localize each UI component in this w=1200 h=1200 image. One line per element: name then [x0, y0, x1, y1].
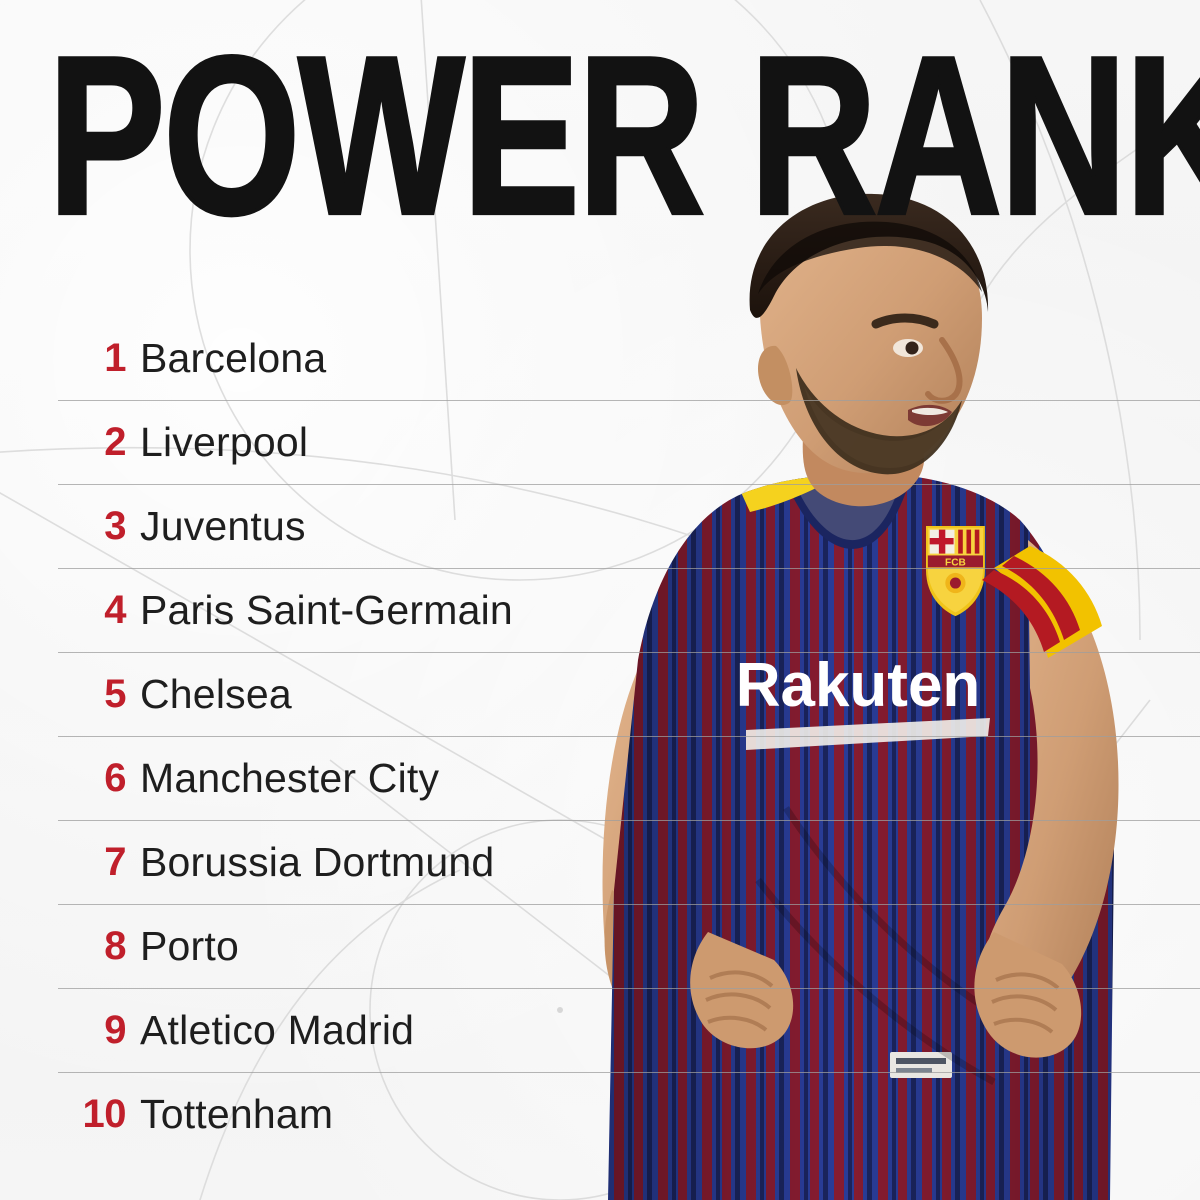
- rank-row[interactable]: 4 Paris Saint-Germain: [0, 568, 1200, 652]
- rank-row[interactable]: 5 Chelsea: [0, 652, 1200, 736]
- team-name: Porto: [140, 922, 239, 969]
- club-crest: FCB: [926, 526, 985, 617]
- row-divider: [58, 904, 1200, 905]
- rank-row[interactable]: 8 Porto: [0, 904, 1200, 988]
- rank-row[interactable]: 6 Manchester City: [0, 736, 1200, 820]
- row-divider: [58, 400, 1200, 401]
- team-name: Manchester City: [140, 754, 440, 801]
- rank-row[interactable]: 9 Atletico Madrid: [0, 988, 1200, 1072]
- team-name: Atletico Madrid: [140, 1006, 415, 1053]
- rank-row[interactable]: 3 Juventus: [0, 484, 1200, 568]
- team-name: Borussia Dortmund: [140, 838, 495, 885]
- row-divider: [58, 1072, 1200, 1073]
- row-divider: [58, 988, 1200, 989]
- rank-number: 4: [104, 588, 126, 632]
- row-divider: [58, 652, 1200, 653]
- rank-number: 2: [104, 420, 126, 464]
- rank-number: 3: [104, 504, 126, 548]
- team-name: Juventus: [140, 502, 306, 549]
- page-title: POWER RANKINGS: [47, 10, 1200, 262]
- rank-number: 7: [104, 840, 126, 884]
- eyebrow: [871, 313, 939, 329]
- rank-number: 10: [82, 1092, 127, 1136]
- team-name: Paris Saint-Germain: [140, 586, 513, 633]
- crest-text: FCB: [945, 558, 966, 569]
- rank-number: 6: [104, 756, 126, 800]
- row-divider: [58, 820, 1200, 821]
- rank-number: 5: [104, 672, 126, 716]
- team-name: Barcelona: [140, 334, 327, 381]
- row-divider: [58, 736, 1200, 737]
- team-name: Liverpool: [140, 418, 309, 465]
- row-divider: [58, 568, 1200, 569]
- rank-number: 8: [104, 924, 126, 968]
- rank-number: 9: [104, 1008, 126, 1052]
- team-name: Tottenham: [140, 1090, 334, 1137]
- rank-row[interactable]: 10 Tottenham: [0, 1072, 1200, 1156]
- rank-number: 1: [104, 336, 126, 380]
- nose: [925, 337, 963, 404]
- team-name: Chelsea: [140, 670, 292, 717]
- eye: [905, 341, 919, 355]
- rank-row[interactable]: 2 Liverpool: [0, 400, 1200, 484]
- rank-row[interactable]: 7 Borussia Dortmund: [0, 820, 1200, 904]
- row-divider: [58, 484, 1200, 485]
- rank-row[interactable]: 1 Barcelona: [0, 316, 1200, 400]
- rankings-list: 1 Barcelona 2 Liverpool 3 Juventus 4 Paris Sain…: [0, 316, 1200, 1156]
